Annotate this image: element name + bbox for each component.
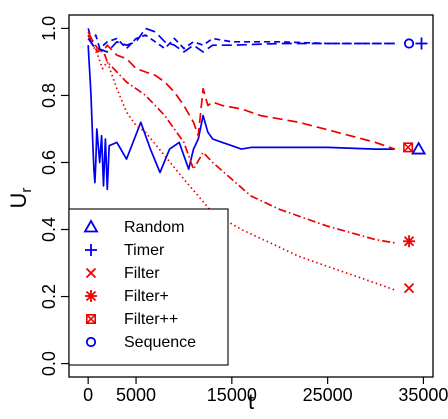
series-end-marker-sequence: [403, 38, 415, 49]
legend-marker-filterplusplus: [86, 313, 97, 324]
series-line-sequence: [87, 27, 395, 53]
legend-label-timer: Timer: [124, 242, 165, 259]
legend-marker-sequence: [85, 336, 97, 348]
y-axis: 0.0 0.2 0.4 0.6 0.8 1.0: [39, 16, 69, 376]
x-tick-label-0: 0: [83, 385, 93, 405]
legend-box: [68, 208, 229, 366]
series-end-marker-filterplus: [403, 235, 416, 248]
series-markers: [403, 37, 428, 294]
y-tick-label-3: 0.6: [39, 150, 59, 175]
series-line-random: [87, 45, 395, 191]
legend-label-filterplus: Filter+: [124, 288, 169, 305]
legend-label-sequence: Sequence: [124, 334, 196, 351]
plot-frame: [68, 14, 434, 378]
legend: Random Timer Filter Filter+ Filter++ Sequence: [68, 208, 229, 366]
y-tick-label-group-3: 0.6: [39, 150, 59, 175]
series-end-marker-filter: [403, 283, 415, 294]
legend-marker-timer: [85, 244, 97, 256]
legend-marker-filterplus: [85, 290, 97, 302]
x-tick-label-1: 5000: [116, 385, 156, 405]
y-tick-label-0: 0.0: [39, 351, 59, 376]
y-tick-label-group-1: 0.2: [39, 284, 59, 309]
y-tick-label-group-2: 0.4: [39, 217, 59, 242]
series-end-marker-timer: [415, 37, 428, 50]
series-end-marker-random: [411, 141, 427, 155]
y-tick-label-2: 0.4: [39, 217, 59, 242]
y-tick-label-5: 1.0: [39, 16, 59, 41]
y-tick-label-4: 0.8: [39, 83, 59, 108]
x-tick-label-2: 15000: [207, 385, 257, 405]
series-lines: [87, 27, 395, 291]
legend-label-filterplusplus: Filter++: [124, 311, 178, 328]
legend-marker-filter: [85, 267, 97, 279]
y-axis-title-main: U: [6, 193, 31, 209]
y-axis-title: Ur: [6, 188, 35, 209]
legend-label-random: Random: [124, 219, 184, 236]
legend-label-filter: Filter: [124, 265, 160, 282]
legend-marker-random: [83, 219, 99, 233]
y-axis-title-group: Ur: [6, 188, 35, 209]
y-tick-label-1: 0.2: [39, 284, 59, 309]
x-tick-label-4: 35000: [398, 385, 448, 405]
y-tick-label-group-0: 0.0: [39, 351, 59, 376]
series-line-filter: [87, 34, 395, 291]
x-axis: 0 5000 15000 25000 35000: [83, 377, 448, 405]
series-end-marker-filterplusplus: [403, 142, 414, 153]
x-tick-label-3: 25000: [303, 385, 353, 405]
y-tick-label-group-4: 0.8: [39, 83, 59, 108]
y-axis-title-subscript: r: [18, 188, 35, 193]
series-line-filterplusplus: [87, 31, 395, 150]
x-axis-title: t: [248, 389, 254, 414]
y-tick-label-group-5: 1.0: [39, 16, 59, 41]
